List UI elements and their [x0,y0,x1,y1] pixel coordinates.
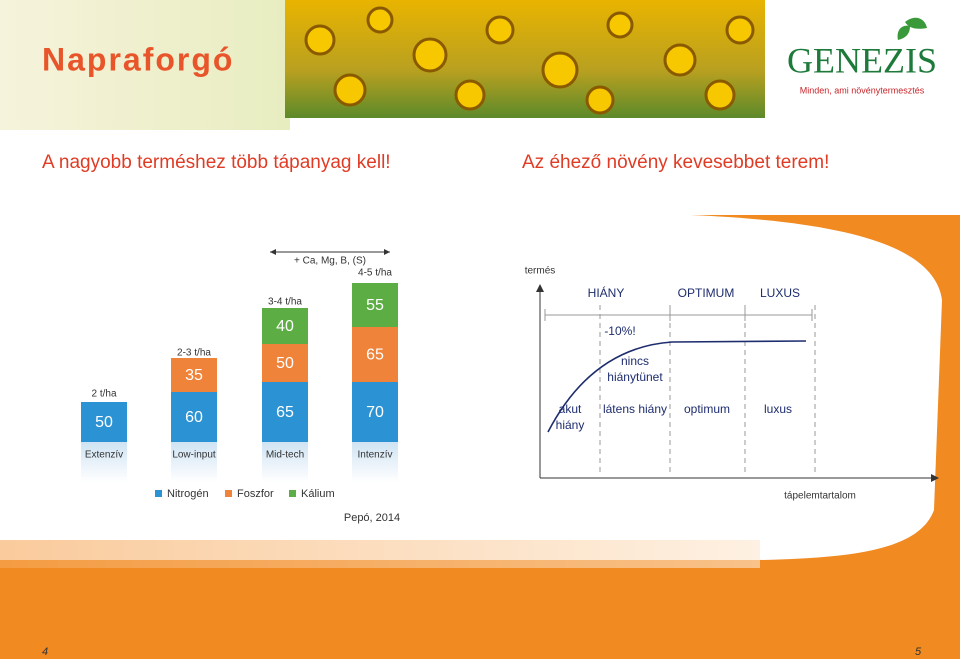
tagline: Minden, ami növénytermesztés [800,85,925,95]
segment-value: 65 [276,404,294,421]
legend-label: Kálium [301,488,335,500]
bar-segment [171,392,217,442]
stage: látens hiány [603,402,667,416]
segment-value: 70 [366,404,384,421]
level-label: Extenzív [85,450,123,461]
yield-label: 2-3 t/ha [177,348,211,359]
bar-fade [171,442,217,482]
segment-value: 60 [185,409,203,426]
logo-leaves [897,17,927,40]
legend-label: Foszfor [237,488,274,500]
segment-value: 35 [185,367,203,384]
stage: hiány [556,418,585,432]
yield-label: 3-4 t/ha [268,297,302,308]
legend-label: Nitrogén [167,488,209,500]
band [0,540,760,568]
content-panel [0,215,942,560]
bar-segment [352,327,398,382]
response-diagram: termés tápelemtartalom HIÁNY OPTIMUM LUX… [525,266,939,502]
zone-bracket [544,309,813,321]
note: nincs [621,354,649,368]
stage: akut [559,402,582,416]
legend-swatch [225,490,232,497]
stage: optimum [684,402,730,416]
legend-swatch [289,490,296,497]
logo: GENEZIS [787,40,937,80]
segment-value: 40 [276,318,294,335]
segment-value: 50 [95,414,113,431]
page-number: 5 [915,646,922,658]
faded-photo [0,0,290,130]
bar-fade [262,442,308,482]
level-label: Mid-tech [266,450,304,461]
yield-label: 2 t/ha [91,389,116,400]
note: hiánytünet [607,370,663,384]
bar-segment [262,344,308,382]
bar-fade [81,442,127,482]
zone-dividers [599,305,816,476]
zone-label: LUXUS [760,286,800,300]
level-label: Low-input [172,450,216,461]
headline: A nagyobb terméshez több tápanyag kell! [42,152,391,173]
segment-value: 50 [276,355,294,372]
zone-label: HIÁNY [588,285,625,300]
zone-label: OPTIMUM [678,286,735,300]
bar-segment [352,283,398,327]
bar-segment [81,402,127,442]
yield-label: 4-5 t/ha [358,268,392,279]
segment-value: 65 [366,347,384,364]
extra-nutrients: + Ca, Mg, B, (S) [294,256,366,267]
sunflower-heads [304,6,755,115]
nutrient-chart: + Ca, Mg, B, (S) Pepó, 2014 Extenzív 2 t/… [81,249,400,524]
source: Pepó, 2014 [344,512,400,524]
title: Napraforgó [42,41,234,77]
y-label: termés [525,266,556,277]
level-label: Intenzív [357,450,392,461]
page-number: 4 [42,646,48,658]
bar-segment [352,382,398,442]
bar-segment [171,358,217,392]
headline: Az éhező növény kevesebbet terem! [522,152,829,173]
yield-curve [547,340,807,433]
bar-segment [262,382,308,442]
stage: luxus [764,402,792,416]
segment-value: 55 [366,297,384,314]
loss-label: -10%! [604,324,635,338]
bar-segment [262,308,308,344]
bar-fade [352,442,398,482]
x-label: tápelemtartalom [784,491,856,502]
legend-swatch [155,490,162,497]
